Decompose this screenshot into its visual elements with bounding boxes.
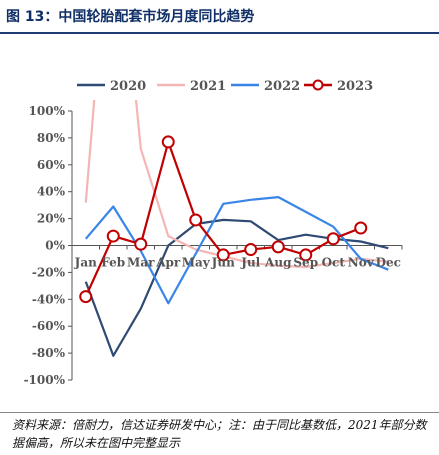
data-point-2023 [134,237,148,251]
y-tick-label: 80% [37,131,66,145]
x-tick-label: Apr [155,256,181,270]
series-lines [79,100,389,357]
y-tick-label: 60% [37,158,66,172]
legend-label-2023: 2023 [337,79,373,94]
data-point-2023 [106,229,120,243]
title-rule [0,32,439,34]
x-tick-label: Feb [101,256,125,270]
x-tick-label: Aug [264,256,292,270]
y-tick-label: -100% [24,373,66,387]
data-point-2023 [354,221,368,235]
legend-label-2022: 2022 [264,79,300,94]
y-tick-label: -20% [32,265,66,279]
data-point-2023 [244,243,258,257]
data-point-2023 [271,240,285,254]
axes [68,110,403,381]
y-tick-label: -60% [32,319,66,333]
x-tick-label: May [182,256,211,270]
x-tick-label: Jan [74,256,97,270]
x-tick-label: Oct [322,256,346,270]
source-note: 资料来源：倍耐力，信达证券研发中心；注：由于同比基数低，2021年部分数据偏高，… [12,418,427,450]
y-tick-label: -40% [32,292,66,306]
bottom-rule [0,412,439,413]
x-tick-label: Jun [211,256,235,270]
x-tick-label: Jul [240,256,260,270]
x-tick-label: Sep [293,256,318,270]
legend-marker-2023 [312,79,324,91]
series-line-2022 [84,196,389,305]
data-point-2023 [299,248,313,262]
line-chart: 100% 80% 60% 40% 20% 0% -20% -40% -60% -80% -100% J… [24,79,403,387]
y-tick-label: 40% [37,185,66,199]
data-point-2023 [161,135,175,149]
legend-label-2021: 2021 [190,79,226,94]
data-point-2023 [216,248,230,262]
x-tick-label: Dec [376,256,401,270]
data-point-2023 [189,213,203,227]
y-tick-label: 0% [45,239,65,253]
y-tick-label: -80% [32,346,66,360]
y-tick-label: 20% [37,212,66,226]
legend-label-2020: 2020 [110,79,146,94]
data-point-2023 [79,290,93,304]
legend: 2020 2021 2022 2023 [77,79,373,94]
x-tick-label: Nov [348,256,375,270]
figure-title: 图 13：中国轮胎配套市场月度同比趋势 [6,9,255,25]
x-tick-label: Mar [127,256,155,270]
series-line-2021 [84,100,389,269]
data-point-2023 [326,232,340,246]
tick-labels: 100% 80% 60% 40% 20% 0% -20% -40% -60% -80% -100% J… [24,104,401,387]
y-tick-label: 100% [29,104,66,118]
